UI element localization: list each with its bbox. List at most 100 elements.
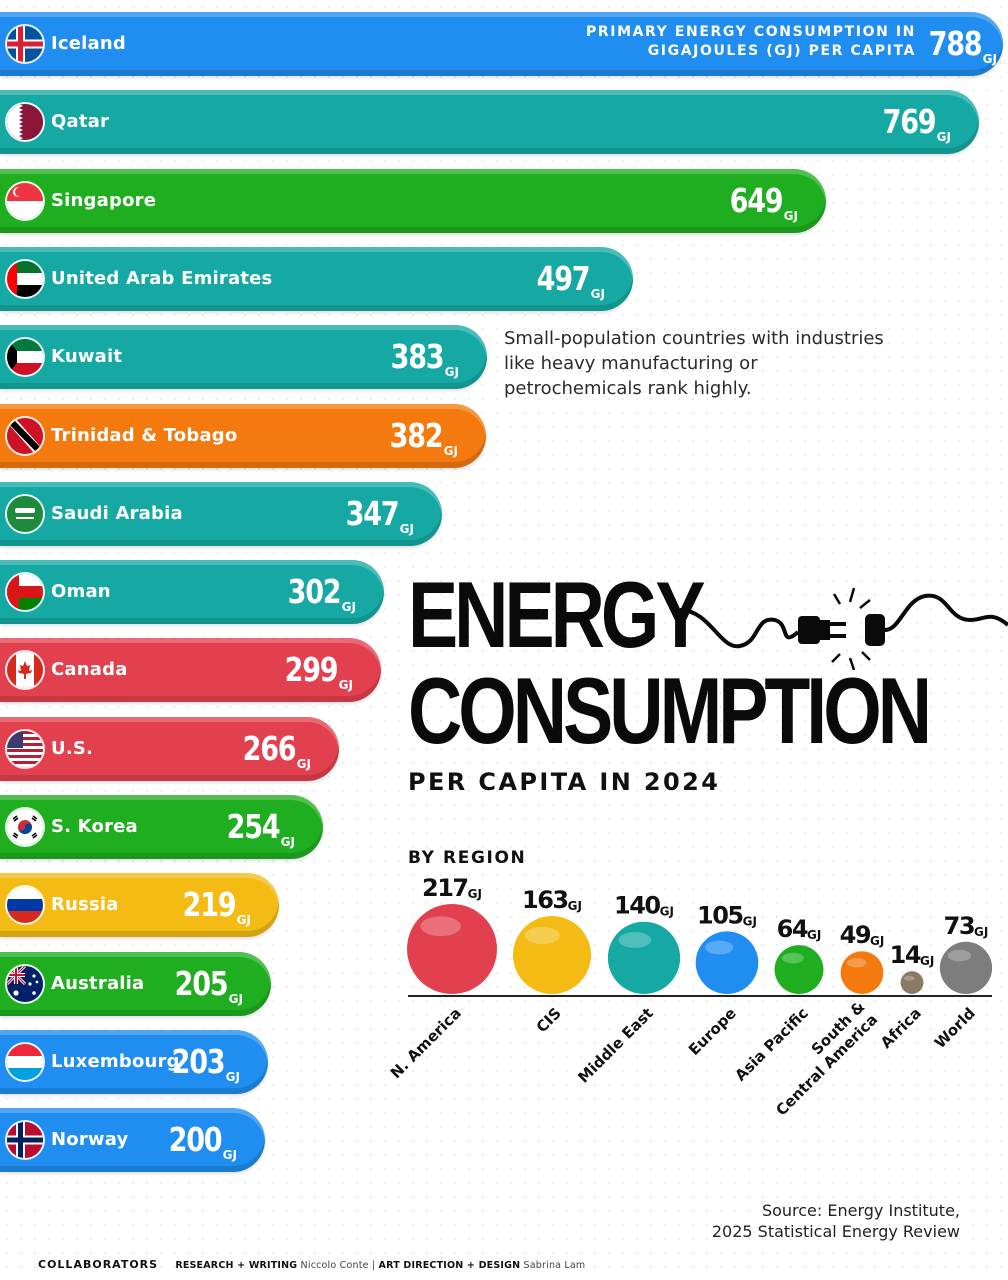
title-line-2: CONSUMPTION — [408, 658, 932, 763]
region-value-label: 217GJ — [422, 874, 482, 902]
country-bar: Australia 205GJ — [0, 951, 271, 1016]
saudi-flag-icon — [7, 495, 43, 532]
qatar-flag-icon — [7, 104, 43, 141]
country-value-label: 219GJ — [171, 873, 251, 952]
country-bar: Canada 299GJ — [0, 638, 381, 703]
country-value-label: 347GJ — [334, 482, 414, 561]
source-line-2: 2025 Statistical Energy Review — [711, 1222, 960, 1241]
region-value-label: 105GJ — [697, 901, 757, 929]
country-name-label: Qatar — [51, 111, 110, 133]
region-category-label: Middle East — [574, 1004, 656, 1086]
value-number: 299 — [284, 650, 339, 690]
country-name-label: Canada — [51, 659, 128, 681]
iceland-flag-icon — [7, 26, 43, 62]
region-category-label: World — [931, 1004, 979, 1052]
country-value-label: 497GJ — [525, 247, 605, 326]
country-bar: United Arab Emirates 497GJ — [0, 246, 633, 311]
value-unit: GJ — [443, 443, 458, 458]
value-unit: GJ — [280, 835, 295, 849]
oman-flag-icon — [7, 574, 43, 611]
region-bubble — [512, 915, 592, 995]
country-name-label: Australia — [51, 972, 145, 994]
country-bar: Norway 200GJ — [0, 1108, 265, 1173]
credits-footer: COLLABORATORS RESEARCH + WRITING Niccolo… — [38, 1258, 585, 1271]
value-unit: GJ — [338, 678, 353, 693]
country-bar: Luxembourg 203GJ — [0, 1029, 268, 1094]
australia-flag-icon — [7, 965, 43, 1002]
value-number: 254 — [226, 807, 281, 846]
region-value-label: 49GJ — [840, 921, 885, 949]
country-value-label: 788GJ — [917, 12, 997, 91]
country-name-label: Kuwait — [51, 346, 123, 368]
country-name-label: Trinidad & Tobago — [51, 424, 238, 446]
value-unit: GJ — [225, 1069, 240, 1084]
research-label: RESEARCH + WRITING — [175, 1260, 298, 1271]
design-label: ART DIRECTION + DESIGN — [378, 1260, 521, 1271]
country-bar: Iceland 788GJ — [0, 12, 1003, 76]
region-category-label: South &Central America — [760, 998, 882, 1120]
country-bar: S. Korea 254GJ — [0, 795, 323, 859]
singapore-flag-icon — [7, 182, 43, 219]
country-value-label: 649GJ — [718, 169, 798, 248]
region-category-label: Africa — [877, 1004, 925, 1052]
bubble-highlight — [947, 949, 972, 962]
region-category-label: Asia Pacific — [731, 1004, 811, 1084]
bubble-highlight — [903, 975, 915, 981]
region-category-label: Europe — [685, 1004, 740, 1059]
country-name-label: Oman — [51, 581, 111, 603]
country-name-label: Norway — [51, 1129, 129, 1151]
bubble-highlight — [524, 926, 560, 945]
country-value-label: 205GJ — [163, 952, 243, 1031]
plug-cable-icon — [680, 587, 1008, 670]
source-line-1: Source: Energy Institute, — [761, 1201, 960, 1220]
country-value-label: 769GJ — [871, 90, 951, 169]
value-number: 200 — [168, 1120, 223, 1160]
research-name: Niccolo Conte — [300, 1260, 369, 1271]
value-unit: GJ — [590, 286, 605, 301]
value-unit: GJ — [936, 130, 951, 145]
chart-subtitle: PER CAPITA IN 2024 — [408, 768, 721, 796]
trinidad-flag-icon — [7, 417, 43, 454]
us-flag-icon — [7, 730, 43, 767]
region-value-label: 140GJ — [614, 892, 674, 920]
region-bubble — [607, 921, 681, 994]
country-value-label: 299GJ — [273, 638, 353, 717]
bubble-highlight — [705, 940, 734, 955]
region-bubble — [407, 904, 497, 994]
norway-flag-icon — [7, 1122, 43, 1159]
region-value-label: 64GJ — [777, 915, 822, 943]
country-value-label: 302GJ — [276, 560, 356, 639]
bubble-highlight — [420, 916, 461, 937]
value-unit: GJ — [296, 756, 311, 771]
metric-label: PRIMARY ENERGY CONSUMPTION IN GIGAJOULES… — [586, 24, 916, 59]
country-value-label: 383GJ — [379, 325, 459, 404]
value-number: 649 — [729, 180, 784, 220]
country-bar: Kuwait 383GJ — [0, 325, 487, 390]
region-category-label: CIS — [533, 1004, 565, 1036]
value-number: 769 — [882, 102, 937, 142]
value-number: 302 — [287, 572, 342, 612]
value-number: 788 — [928, 24, 983, 63]
country-value-label: 382GJ — [378, 404, 458, 483]
collaborators-logo: COLLABORATORS — [38, 1258, 159, 1271]
country-name-label: Saudi Arabia — [51, 502, 183, 524]
country-name-label: Singapore — [51, 189, 157, 211]
country-name-label: United Arab Emirates — [51, 267, 273, 289]
country-name-label: Luxembourg — [51, 1050, 180, 1072]
value-number: 347 — [345, 493, 400, 533]
bubble-highlight — [618, 932, 652, 948]
country-bar: Qatar 769GJ — [0, 90, 979, 155]
value-number: 203 — [171, 1041, 226, 1081]
bubble-highlight — [847, 958, 867, 968]
russia-flag-icon — [7, 887, 43, 924]
country-value-label: 203GJ — [160, 1030, 240, 1109]
value-unit: GJ — [341, 600, 356, 615]
luxembourg-flag-icon — [7, 1043, 43, 1080]
region-bubble — [939, 941, 993, 994]
country-value-label: 254GJ — [215, 795, 295, 874]
country-name-label: Russia — [51, 894, 119, 916]
region-category-label: N. America — [387, 1004, 465, 1082]
region-bubble — [774, 945, 824, 994]
